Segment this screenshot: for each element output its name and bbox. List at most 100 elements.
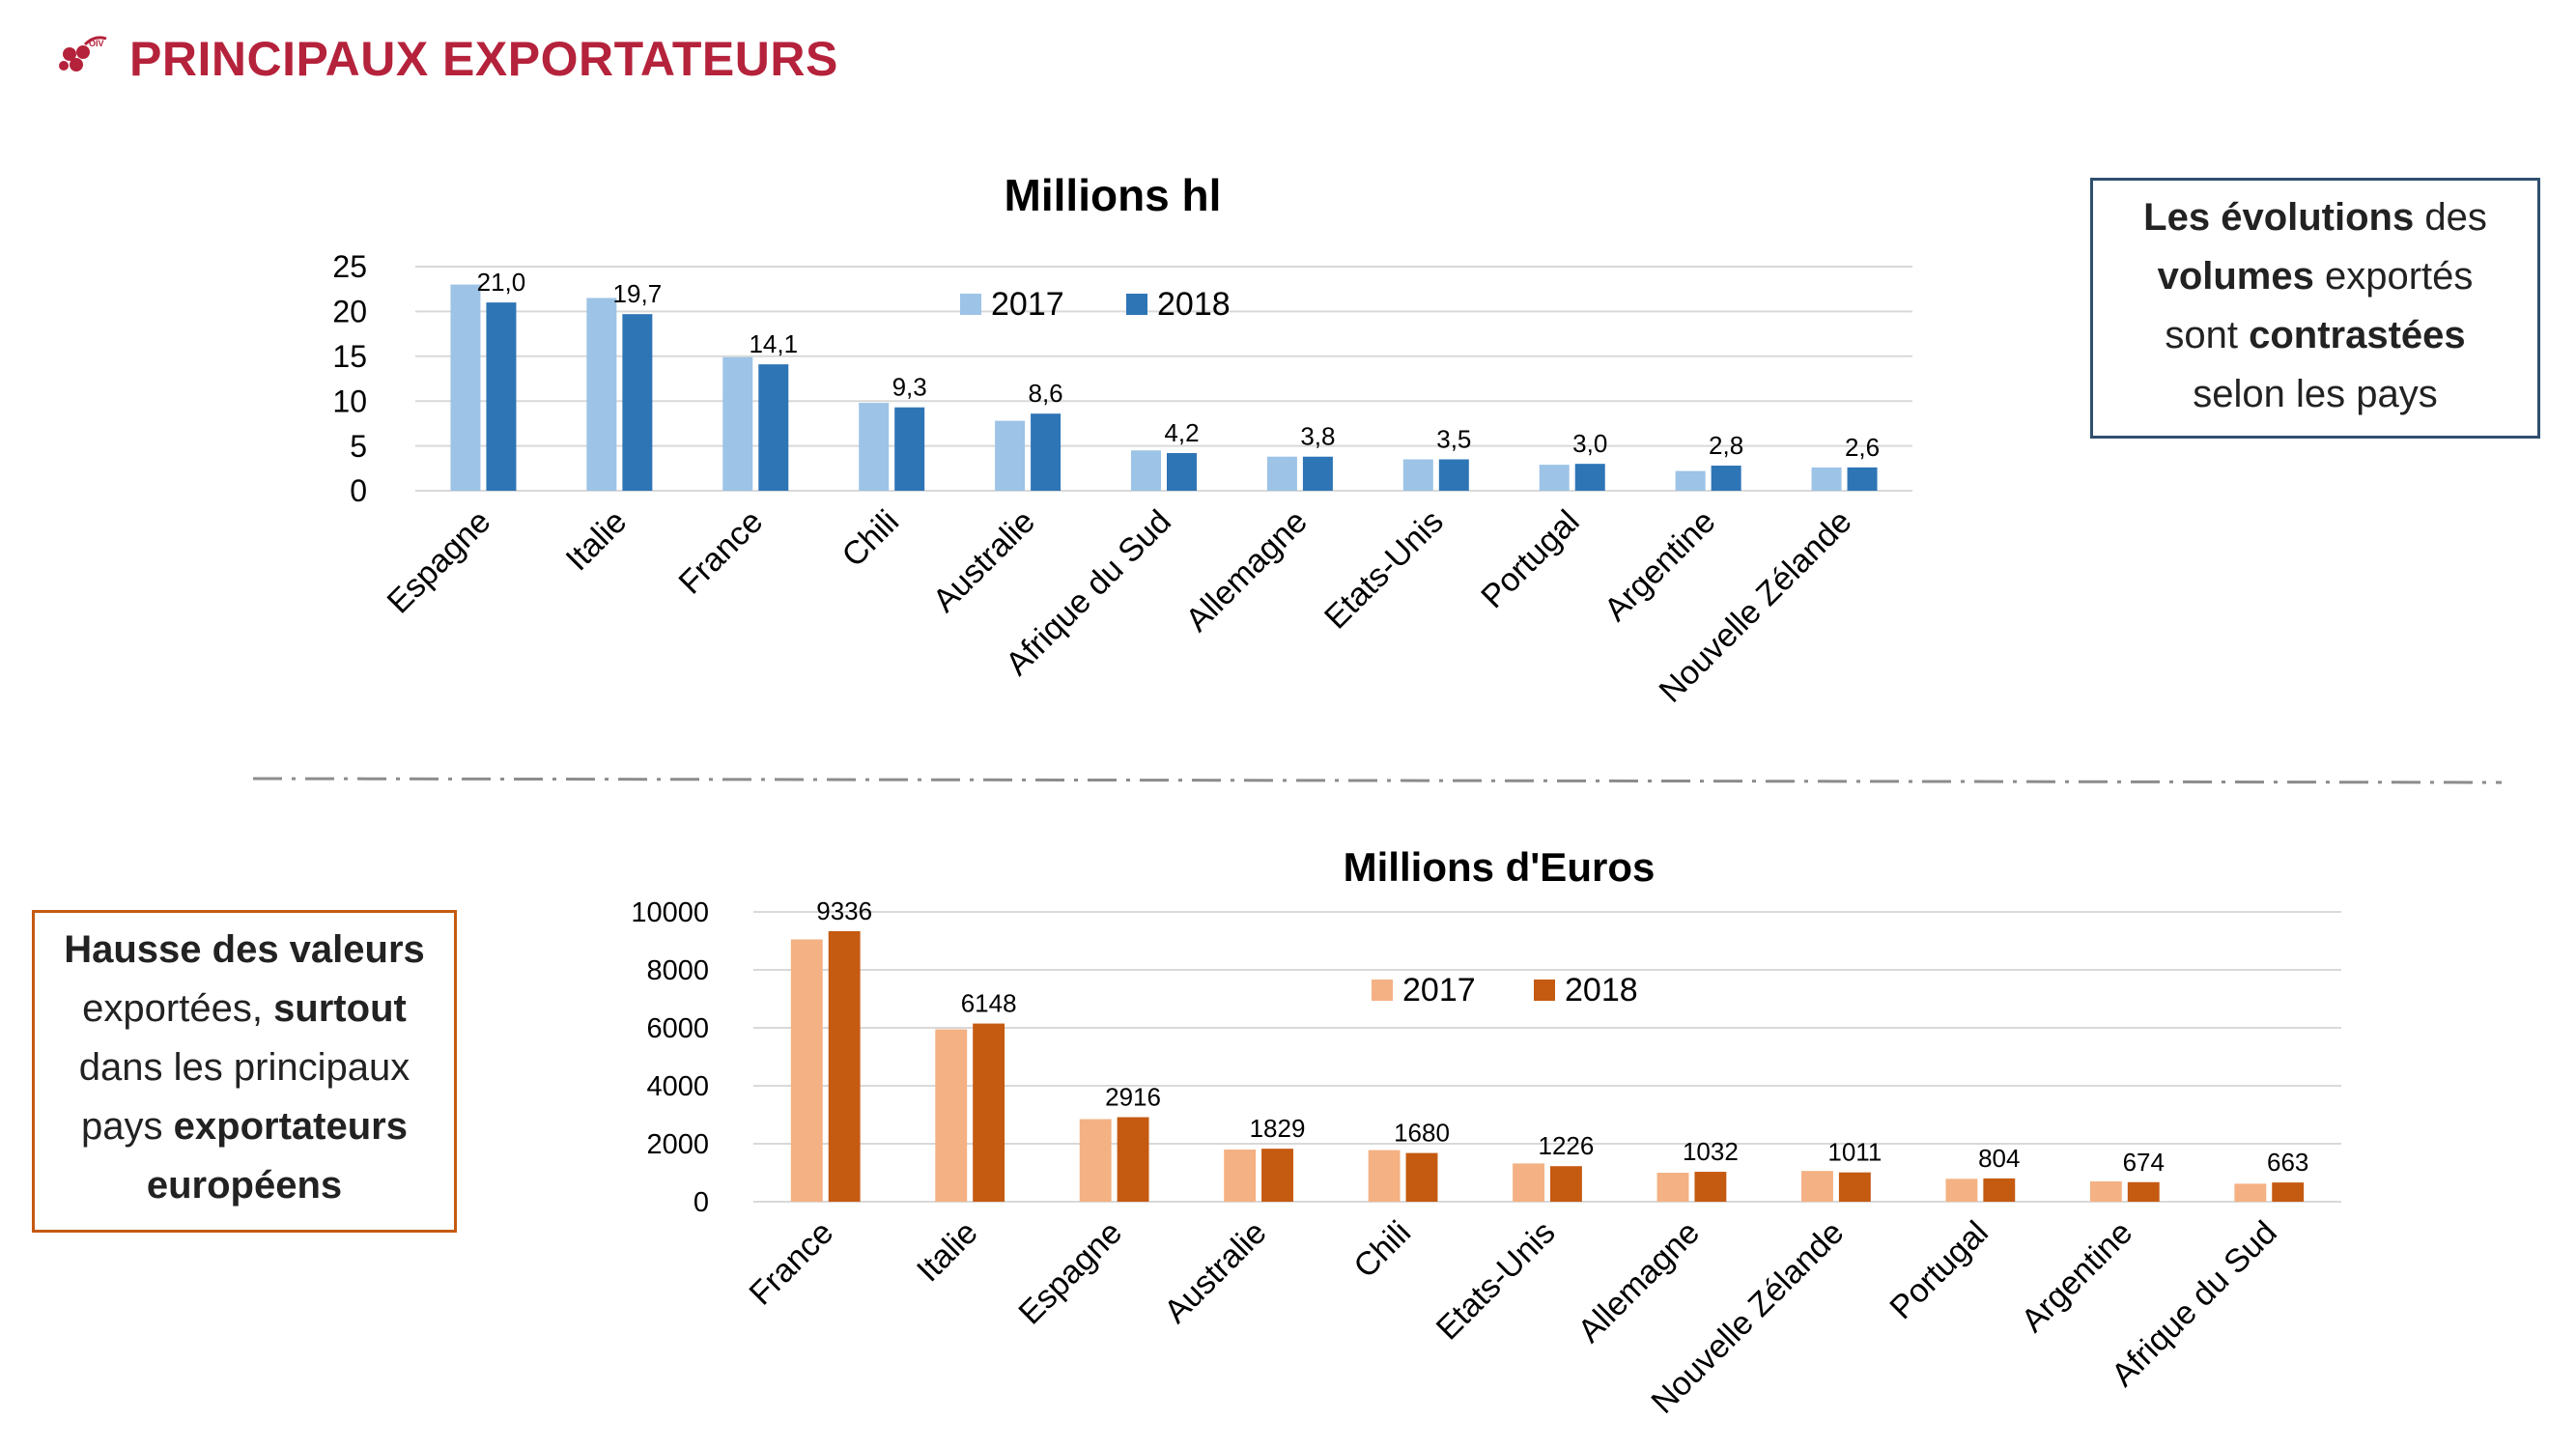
bar-2018	[1117, 1117, 1149, 1202]
data-label: 3,5	[1436, 425, 1471, 454]
data-label: 3,0	[1572, 429, 1607, 458]
bar-2017	[1811, 467, 1842, 491]
y-tick-label: 10	[332, 384, 367, 418]
y-tick-label: 0	[694, 1187, 709, 1218]
data-label: 19,7	[613, 279, 663, 308]
data-label: 804	[1978, 1144, 2020, 1173]
data-label: 9,3	[892, 373, 927, 402]
data-label: 3,8	[1300, 422, 1335, 451]
data-label: 4,2	[1164, 418, 1199, 447]
category-label: France	[743, 1214, 841, 1313]
bar-2017	[2089, 1181, 2122, 1202]
bar-2018	[1847, 467, 1878, 491]
bar-2018	[1838, 1172, 1871, 1202]
category-label: Allemagne	[1571, 1214, 1707, 1350]
bar-2017	[1801, 1171, 1833, 1202]
bar-2018	[894, 407, 925, 491]
y-tick-label: 10000	[631, 897, 709, 928]
bar-2017	[1656, 1173, 1689, 1202]
volumes-note: Les évolutions des volumes exportés sont…	[2090, 178, 2540, 439]
data-label: 2,8	[1709, 431, 1743, 460]
logo-text: OIV	[89, 39, 104, 48]
grape-logo-icon: OIV	[59, 36, 107, 71]
y-tick-label: 15	[332, 339, 367, 374]
data-label: 6148	[961, 989, 1017, 1018]
bar-2017	[935, 1029, 968, 1202]
note-line: dans les principaux	[78, 1046, 410, 1089]
legend-swatch-2018	[1126, 294, 1147, 315]
legend-label-2018: 2018	[1565, 972, 1638, 1009]
bar-2017	[1675, 470, 1706, 491]
category-label: Italie	[910, 1214, 985, 1290]
category-label: Portugal	[1882, 1214, 1995, 1326]
y-tick-label: 20	[332, 295, 367, 329]
note-line: sont contrastées	[2165, 314, 2466, 356]
data-label: 14,1	[749, 329, 798, 358]
bar-2017	[995, 420, 1026, 491]
bar-2018	[1574, 464, 1605, 491]
legend-label-2017: 2017	[991, 286, 1064, 323]
bar-2018	[622, 314, 653, 491]
note-line: volumes exportés	[2157, 255, 2474, 298]
chart-title: Millions hl	[1005, 170, 1222, 220]
page-title: PRINCIPAUX EXPORTATEURS	[129, 32, 838, 86]
data-label: 1829	[1250, 1114, 1306, 1143]
bar-2017	[1945, 1179, 1978, 1202]
bar-2017	[722, 356, 753, 491]
bar-2017	[586, 298, 617, 491]
data-label: 663	[2267, 1148, 2308, 1177]
bar-2017	[1368, 1150, 1401, 1202]
bar-2017	[1224, 1150, 1257, 1202]
chart-title: Millions d'Euros	[1344, 844, 1656, 890]
data-label: 674	[2123, 1148, 2165, 1177]
bar-2018	[1405, 1152, 1438, 1202]
bar-2018	[1438, 459, 1469, 491]
data-label: 1032	[1683, 1137, 1739, 1166]
note-line: européens	[146, 1164, 343, 1207]
category-label: Chili	[1346, 1214, 1418, 1286]
note-line: pays exportateurs	[81, 1105, 408, 1148]
bar-2017	[790, 939, 823, 1202]
category-label: Australie	[1157, 1214, 1273, 1330]
bar-2018	[486, 302, 517, 491]
legend-swatch-2018	[1534, 980, 1555, 1001]
note-line: selon les pays	[2193, 373, 2438, 415]
bar-2017	[1266, 456, 1297, 491]
bar-2018	[1550, 1166, 1582, 1202]
y-tick-label: 5	[350, 429, 367, 464]
data-label: 1011	[1827, 1138, 1882, 1167]
bar-2018	[1031, 413, 1062, 491]
data-label: 8,6	[1029, 379, 1063, 408]
bar-2018	[828, 930, 861, 1202]
bar-2018	[758, 364, 789, 491]
bar-2018	[1261, 1149, 1293, 1202]
bar-2017	[2234, 1183, 2267, 1202]
category-label: Etats-Unis	[1430, 1214, 1563, 1348]
legend-swatch-2017	[960, 294, 981, 315]
bar-2017	[1131, 450, 1161, 491]
y-tick-label: 4000	[646, 1071, 709, 1102]
bar-2017	[1539, 465, 1570, 491]
bar-2018	[1694, 1172, 1727, 1202]
data-label: 2916	[1105, 1083, 1161, 1112]
data-label: 2,6	[1845, 433, 1880, 462]
bar-2017	[450, 284, 481, 491]
y-tick-label: 6000	[646, 1013, 709, 1044]
note-line: exportées, surtout	[82, 987, 407, 1030]
bar-2017	[1402, 459, 1433, 491]
data-label: 21,0	[477, 268, 526, 297]
bar-2018	[2272, 1182, 2305, 1202]
bar-2018	[1167, 453, 1197, 491]
data-label: 9336	[816, 896, 872, 925]
legend-swatch-2017	[1372, 980, 1393, 1001]
bar-2017	[1513, 1163, 1544, 1202]
y-tick-label: 25	[332, 249, 367, 284]
bar-2018	[973, 1023, 1005, 1202]
data-label: 1680	[1394, 1119, 1450, 1148]
bar-2017	[1079, 1119, 1112, 1202]
legend-label-2018: 2018	[1157, 286, 1231, 323]
category-label: Espagne	[1011, 1214, 1129, 1332]
y-tick-label: 8000	[646, 955, 709, 986]
